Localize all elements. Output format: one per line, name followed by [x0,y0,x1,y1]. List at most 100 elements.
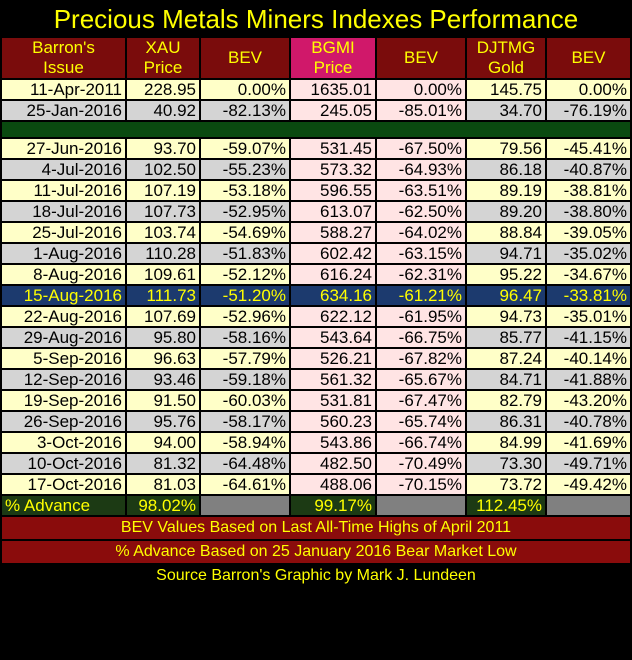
table-cell: 561.32 [291,370,375,389]
table-cell: 40.92 [127,101,199,120]
table-cell: -52.96% [201,307,289,326]
table-cell: -62.31% [377,265,465,284]
table-cell: 602.42 [291,244,375,263]
page-title: Precious Metals Miners Indexes Performan… [0,0,632,38]
table-cell: -38.81% [547,181,630,200]
table-cell: -52.95% [201,202,289,221]
table-cell: 4-Jul-2016 [2,160,125,179]
table-cell: -66.75% [377,328,465,347]
table-cell: -41.88% [547,370,630,389]
table-row-highlighted: 15-Aug-2016 111.73 -51.20% 634.16 -61.21% 96.… [2,286,630,305]
table-cell: 95.76 [127,412,199,431]
source-credit: Source Barron's Graphic by Mark J. Lunde… [0,565,632,587]
table-cell: 89.19 [467,181,545,200]
table-cell: -35.02% [547,244,630,263]
table-cell: -67.82% [377,349,465,368]
table-cell: -53.18% [201,181,289,200]
table-row: 26-Sep-2016 95.76 -58.17% 560.23 -65.74% 86.3… [2,412,630,431]
header-xau-price: XAU Price [127,38,199,78]
table-cell: 18-Jul-2016 [2,202,125,221]
table-cell: 111.73 [127,286,199,305]
table-cell: 11-Jul-2016 [2,181,125,200]
table-cell: 26-Sep-2016 [2,412,125,431]
header-djtmg-bev: BEV [547,38,630,78]
table-cell: 245.05 [291,101,375,120]
table-cell: -51.83% [201,244,289,263]
table-cell: 96.63 [127,349,199,368]
table-cell: -64.02% [377,223,465,242]
advance-blank-cell [547,496,630,515]
table-cell: 89.20 [467,202,545,221]
table-cell: 634.16 [291,286,375,305]
table-cell: 107.19 [127,181,199,200]
table-cell: 17-Oct-2016 [2,475,125,494]
table-cell: -85.01% [377,101,465,120]
table-cell: 228.95 [127,80,199,99]
table-row: 11-Jul-2016 107.19 -53.18% 596.55 -63.51% 89.… [2,181,630,200]
table-row: 29-Aug-2016 95.80 -58.16% 543.64 -66.75% 85.7… [2,328,630,347]
table-cell: 616.24 [291,265,375,284]
bev-note: BEV Values Based on Last All-Time Highs … [2,517,630,539]
table-cell: 96.47 [467,286,545,305]
table-cell: -58.16% [201,328,289,347]
table-cell: 88.84 [467,223,545,242]
table-cell: -59.18% [201,370,289,389]
table-cell: 107.73 [127,202,199,221]
table-cell: 0.00% [377,80,465,99]
table-cell: 95.80 [127,328,199,347]
table-cell: -57.79% [201,349,289,368]
table-cell: -49.42% [547,475,630,494]
table-cell: 81.03 [127,475,199,494]
table-cell: 82.79 [467,391,545,410]
table-cell: 22-Aug-2016 [2,307,125,326]
table-row: 11-Apr-2011 228.95 0.00% 1635.01 0.00% 145.75… [2,80,630,99]
table-cell: 25-Jul-2016 [2,223,125,242]
table-cell: 85.77 [467,328,545,347]
table-cell: 107.69 [127,307,199,326]
table-cell: 0.00% [547,80,630,99]
table-cell: -62.50% [377,202,465,221]
table-cell: -82.13% [201,101,289,120]
table-cell: 109.61 [127,265,199,284]
table-cell: 94.00 [127,433,199,452]
table-row: 12-Sep-2016 93.46 -59.18% 561.32 -65.67% 84.7… [2,370,630,389]
table-row: 5-Sep-2016 96.63 -57.79% 526.21 -67.82% 87.24… [2,349,630,368]
table-cell: 84.71 [467,370,545,389]
header-djtmg-gold: DJTMG Gold [467,38,545,78]
advance-row: % Advance 98.02% 99.17% 112.45% [2,496,630,515]
table-cell: -45.41% [547,139,630,158]
table-cell: 34.70 [467,101,545,120]
table-cell: 27-Jun-2016 [2,139,125,158]
table-cell: -55.23% [201,160,289,179]
table-cell: 560.23 [291,412,375,431]
table-cell: -65.67% [377,370,465,389]
table-row: 8-Aug-2016 109.61 -52.12% 616.24 -62.31% 95.2… [2,265,630,284]
table-cell: -61.21% [377,286,465,305]
table-cell: -61.95% [377,307,465,326]
table-cell: -49.71% [547,454,630,473]
table-cell: 79.56 [467,139,545,158]
table-cell: -65.74% [377,412,465,431]
table-cell: 531.45 [291,139,375,158]
advance-cell: % Advance [2,496,125,515]
advance-cell: 99.17% [291,496,375,515]
table-row: 18-Jul-2016 107.73 -52.95% 613.07 -62.50% 89.… [2,202,630,221]
table-cell: 488.06 [291,475,375,494]
table-cell: 102.50 [127,160,199,179]
table-row: 22-Aug-2016 107.69 -52.96% 622.12 -61.95% 94.… [2,307,630,326]
header-bgmi-bev: BEV [377,38,465,78]
table-cell: -35.01% [547,307,630,326]
table-cell: 8-Aug-2016 [2,265,125,284]
table-cell: -54.69% [201,223,289,242]
table-cell: 526.21 [291,349,375,368]
divider-cell [2,122,630,137]
table-cell: -58.17% [201,412,289,431]
table-cell: -66.74% [377,433,465,452]
table-cell: 73.72 [467,475,545,494]
table-cell: 110.28 [127,244,199,263]
table-cell: -76.19% [547,101,630,120]
table-cell: 73.30 [467,454,545,473]
table-cell: 543.86 [291,433,375,452]
table-cell: 588.27 [291,223,375,242]
advance-cell: 98.02% [127,496,199,515]
